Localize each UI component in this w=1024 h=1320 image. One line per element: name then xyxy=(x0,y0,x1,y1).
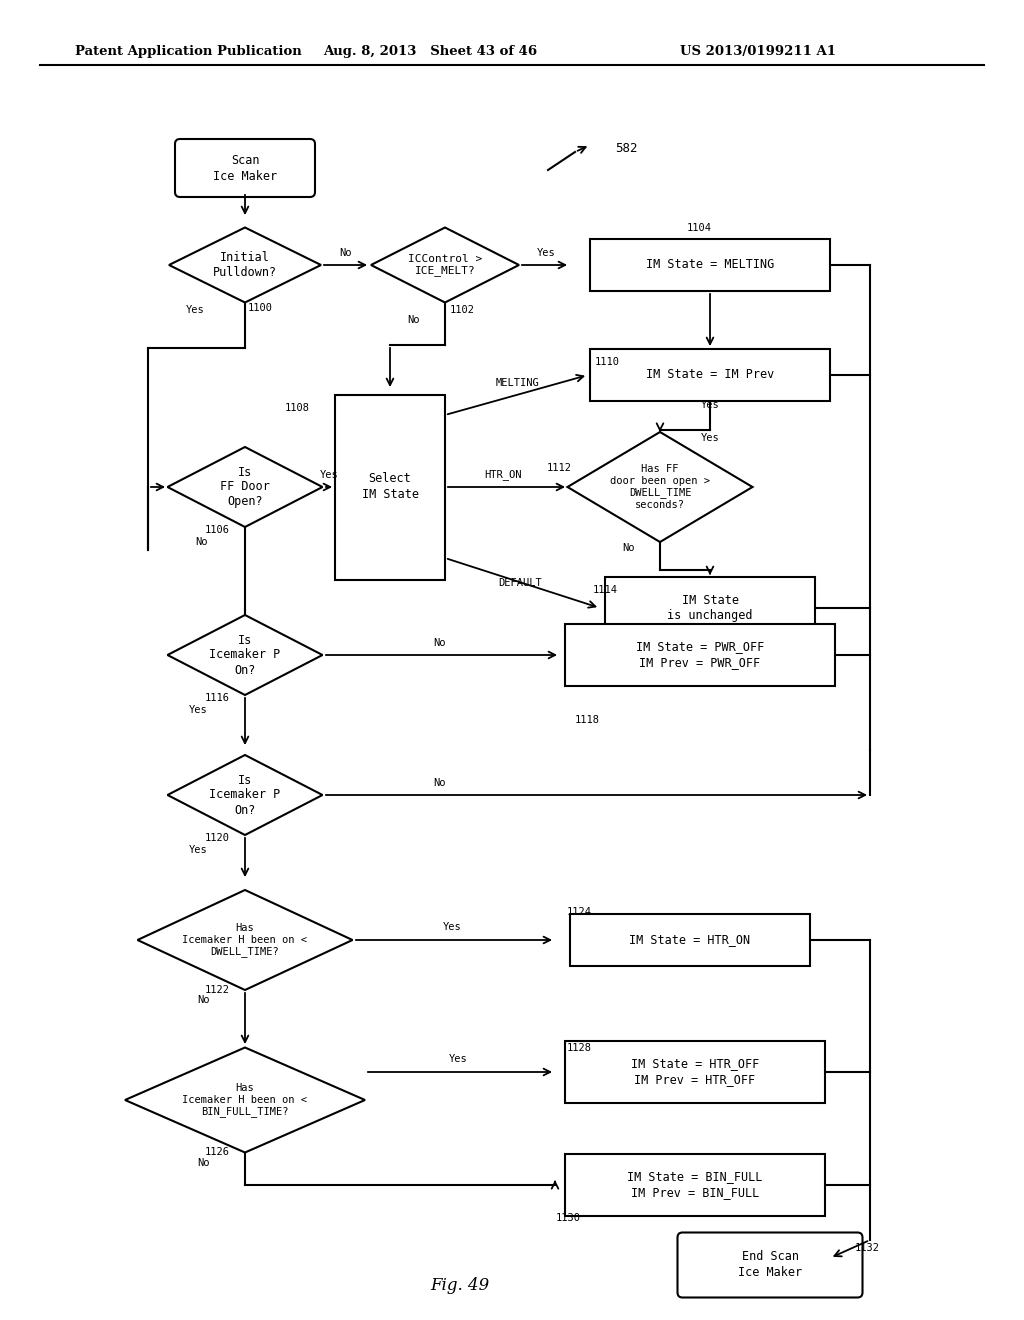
Text: Yes: Yes xyxy=(537,248,555,257)
Text: 1102: 1102 xyxy=(450,305,475,315)
Text: 1108: 1108 xyxy=(285,403,310,413)
Text: Is
Icemaker P
On?: Is Icemaker P On? xyxy=(209,634,281,676)
Polygon shape xyxy=(137,890,352,990)
Text: No: No xyxy=(340,248,352,257)
Text: MELTING: MELTING xyxy=(496,378,540,388)
Text: IM State = IM Prev: IM State = IM Prev xyxy=(646,368,774,381)
Text: IM State = BIN_FULL
IM Prev = BIN_FULL: IM State = BIN_FULL IM Prev = BIN_FULL xyxy=(628,1171,763,1200)
Bar xyxy=(605,577,815,639)
Text: Yes: Yes xyxy=(700,433,720,444)
Text: 1104: 1104 xyxy=(687,223,712,234)
Polygon shape xyxy=(371,227,519,302)
Text: No: No xyxy=(196,537,208,546)
Text: Has FF
door been open >
DWELL_TIME
seconds?: Has FF door been open > DWELL_TIME secon… xyxy=(610,465,710,510)
Text: Yes: Yes xyxy=(189,705,208,715)
Text: Initial
Pulldown?: Initial Pulldown? xyxy=(213,251,278,279)
Text: Yes: Yes xyxy=(186,305,205,315)
Text: No: No xyxy=(434,777,446,788)
Text: No: No xyxy=(623,543,635,553)
Text: No: No xyxy=(198,995,210,1005)
Text: No: No xyxy=(408,315,420,325)
FancyBboxPatch shape xyxy=(175,139,315,197)
Text: Is
FF Door
Open?: Is FF Door Open? xyxy=(220,466,270,508)
Text: 1130: 1130 xyxy=(556,1213,581,1224)
Text: Is
Icemaker P
On?: Is Icemaker P On? xyxy=(209,774,281,817)
Text: 1132: 1132 xyxy=(855,1243,880,1253)
Text: Scan
Ice Maker: Scan Ice Maker xyxy=(213,153,278,182)
Bar xyxy=(565,624,835,686)
Text: IM State = HTR_ON: IM State = HTR_ON xyxy=(630,933,751,946)
Polygon shape xyxy=(168,615,323,696)
Text: Has
Icemaker H been on <
DWELL_TIME?: Has Icemaker H been on < DWELL_TIME? xyxy=(182,923,307,957)
Text: 1118: 1118 xyxy=(575,715,600,725)
Text: 1116: 1116 xyxy=(205,693,230,704)
Text: DEFAULT: DEFAULT xyxy=(498,578,542,587)
Polygon shape xyxy=(169,227,321,302)
Text: IM State = HTR_OFF
IM Prev = HTR_OFF: IM State = HTR_OFF IM Prev = HTR_OFF xyxy=(631,1057,759,1086)
Bar xyxy=(565,1041,825,1104)
Text: 1100: 1100 xyxy=(248,304,273,313)
Text: 1128: 1128 xyxy=(567,1043,592,1053)
Text: 1110: 1110 xyxy=(595,356,620,367)
Text: End Scan
Ice Maker: End Scan Ice Maker xyxy=(738,1250,802,1279)
Text: 1122: 1122 xyxy=(205,985,230,995)
Polygon shape xyxy=(125,1048,365,1152)
Bar xyxy=(570,913,810,966)
Bar xyxy=(335,395,445,579)
Text: Fig. 49: Fig. 49 xyxy=(430,1276,489,1294)
Text: No: No xyxy=(198,1158,210,1168)
FancyBboxPatch shape xyxy=(678,1233,862,1298)
Text: 1120: 1120 xyxy=(205,833,230,843)
Text: Has
Icemaker H been on <
BIN_FULL_TIME?: Has Icemaker H been on < BIN_FULL_TIME? xyxy=(182,1082,307,1117)
Text: 1114: 1114 xyxy=(593,585,618,595)
Text: US 2013/0199211 A1: US 2013/0199211 A1 xyxy=(680,45,836,58)
Text: ICControl >
ICE_MELT?: ICControl > ICE_MELT? xyxy=(408,253,482,276)
Polygon shape xyxy=(567,432,753,543)
Text: Yes: Yes xyxy=(189,845,208,855)
Text: IM State
is unchanged: IM State is unchanged xyxy=(668,594,753,623)
Text: Aug. 8, 2013   Sheet 43 of 46: Aug. 8, 2013 Sheet 43 of 46 xyxy=(323,45,537,58)
Text: No: No xyxy=(434,638,446,648)
Text: Yes: Yes xyxy=(449,1053,467,1064)
Text: 1106: 1106 xyxy=(205,525,230,535)
Bar xyxy=(590,239,830,290)
Polygon shape xyxy=(168,755,323,836)
Bar xyxy=(590,348,830,401)
Text: Patent Application Publication: Patent Application Publication xyxy=(75,45,302,58)
Text: Yes: Yes xyxy=(700,400,720,411)
Text: Yes: Yes xyxy=(319,470,338,480)
Text: Select
IM State: Select IM State xyxy=(361,473,419,502)
Text: 1112: 1112 xyxy=(547,463,572,473)
Polygon shape xyxy=(168,447,323,527)
Text: 1126: 1126 xyxy=(205,1147,230,1158)
Text: IM State = MELTING: IM State = MELTING xyxy=(646,259,774,272)
Text: Yes: Yes xyxy=(442,921,462,932)
Text: HTR_ON: HTR_ON xyxy=(484,469,522,480)
Text: IM State = PWR_OFF
IM Prev = PWR_OFF: IM State = PWR_OFF IM Prev = PWR_OFF xyxy=(636,640,764,669)
Text: 1124: 1124 xyxy=(567,907,592,917)
Bar xyxy=(565,1154,825,1216)
Text: 582: 582 xyxy=(615,141,638,154)
